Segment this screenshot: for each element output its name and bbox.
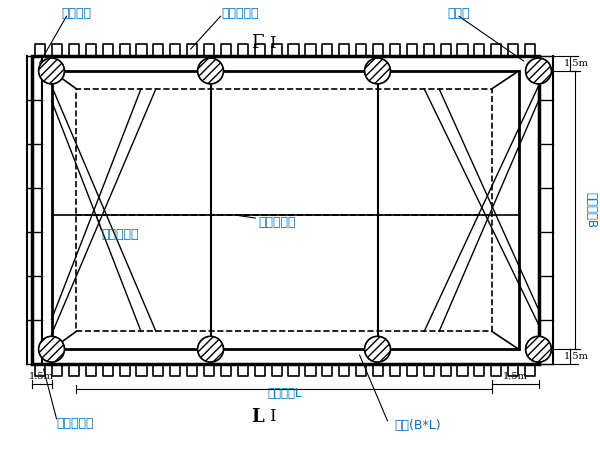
Circle shape [365, 58, 391, 84]
Circle shape [197, 336, 223, 362]
Circle shape [526, 336, 551, 362]
Text: 1.5m: 1.5m [564, 352, 589, 361]
Text: I: I [269, 408, 275, 425]
Text: 钢导框斜联: 钢导框斜联 [101, 229, 139, 242]
Bar [76, 89, 492, 331]
Text: 1.5m: 1.5m [29, 372, 54, 381]
Text: I: I [269, 35, 275, 52]
Text: 钢导框: 钢导框 [448, 7, 470, 20]
Text: L: L [251, 408, 263, 426]
Bar [32, 56, 539, 364]
Text: 钢导框横联: 钢导框横联 [258, 216, 296, 229]
Bar [52, 71, 518, 349]
Circle shape [197, 58, 223, 84]
Text: 1.5m: 1.5m [564, 59, 589, 68]
Text: 1.5m: 1.5m [503, 372, 527, 381]
Text: 承台长度L: 承台长度L [268, 387, 302, 400]
Text: 定位钢管桩: 定位钢管桩 [56, 417, 94, 430]
Circle shape [526, 58, 551, 84]
Text: 承台(B*L): 承台(B*L) [394, 419, 441, 432]
Text: Γ: Γ [251, 34, 263, 52]
Text: 特制角桩: 特制角桩 [61, 7, 91, 20]
Text: 钢板桩围堰: 钢板桩围堰 [221, 7, 259, 20]
Circle shape [38, 336, 64, 362]
Circle shape [365, 336, 391, 362]
Circle shape [38, 58, 64, 84]
Text: 承台宽度B: 承台宽度B [584, 192, 598, 228]
